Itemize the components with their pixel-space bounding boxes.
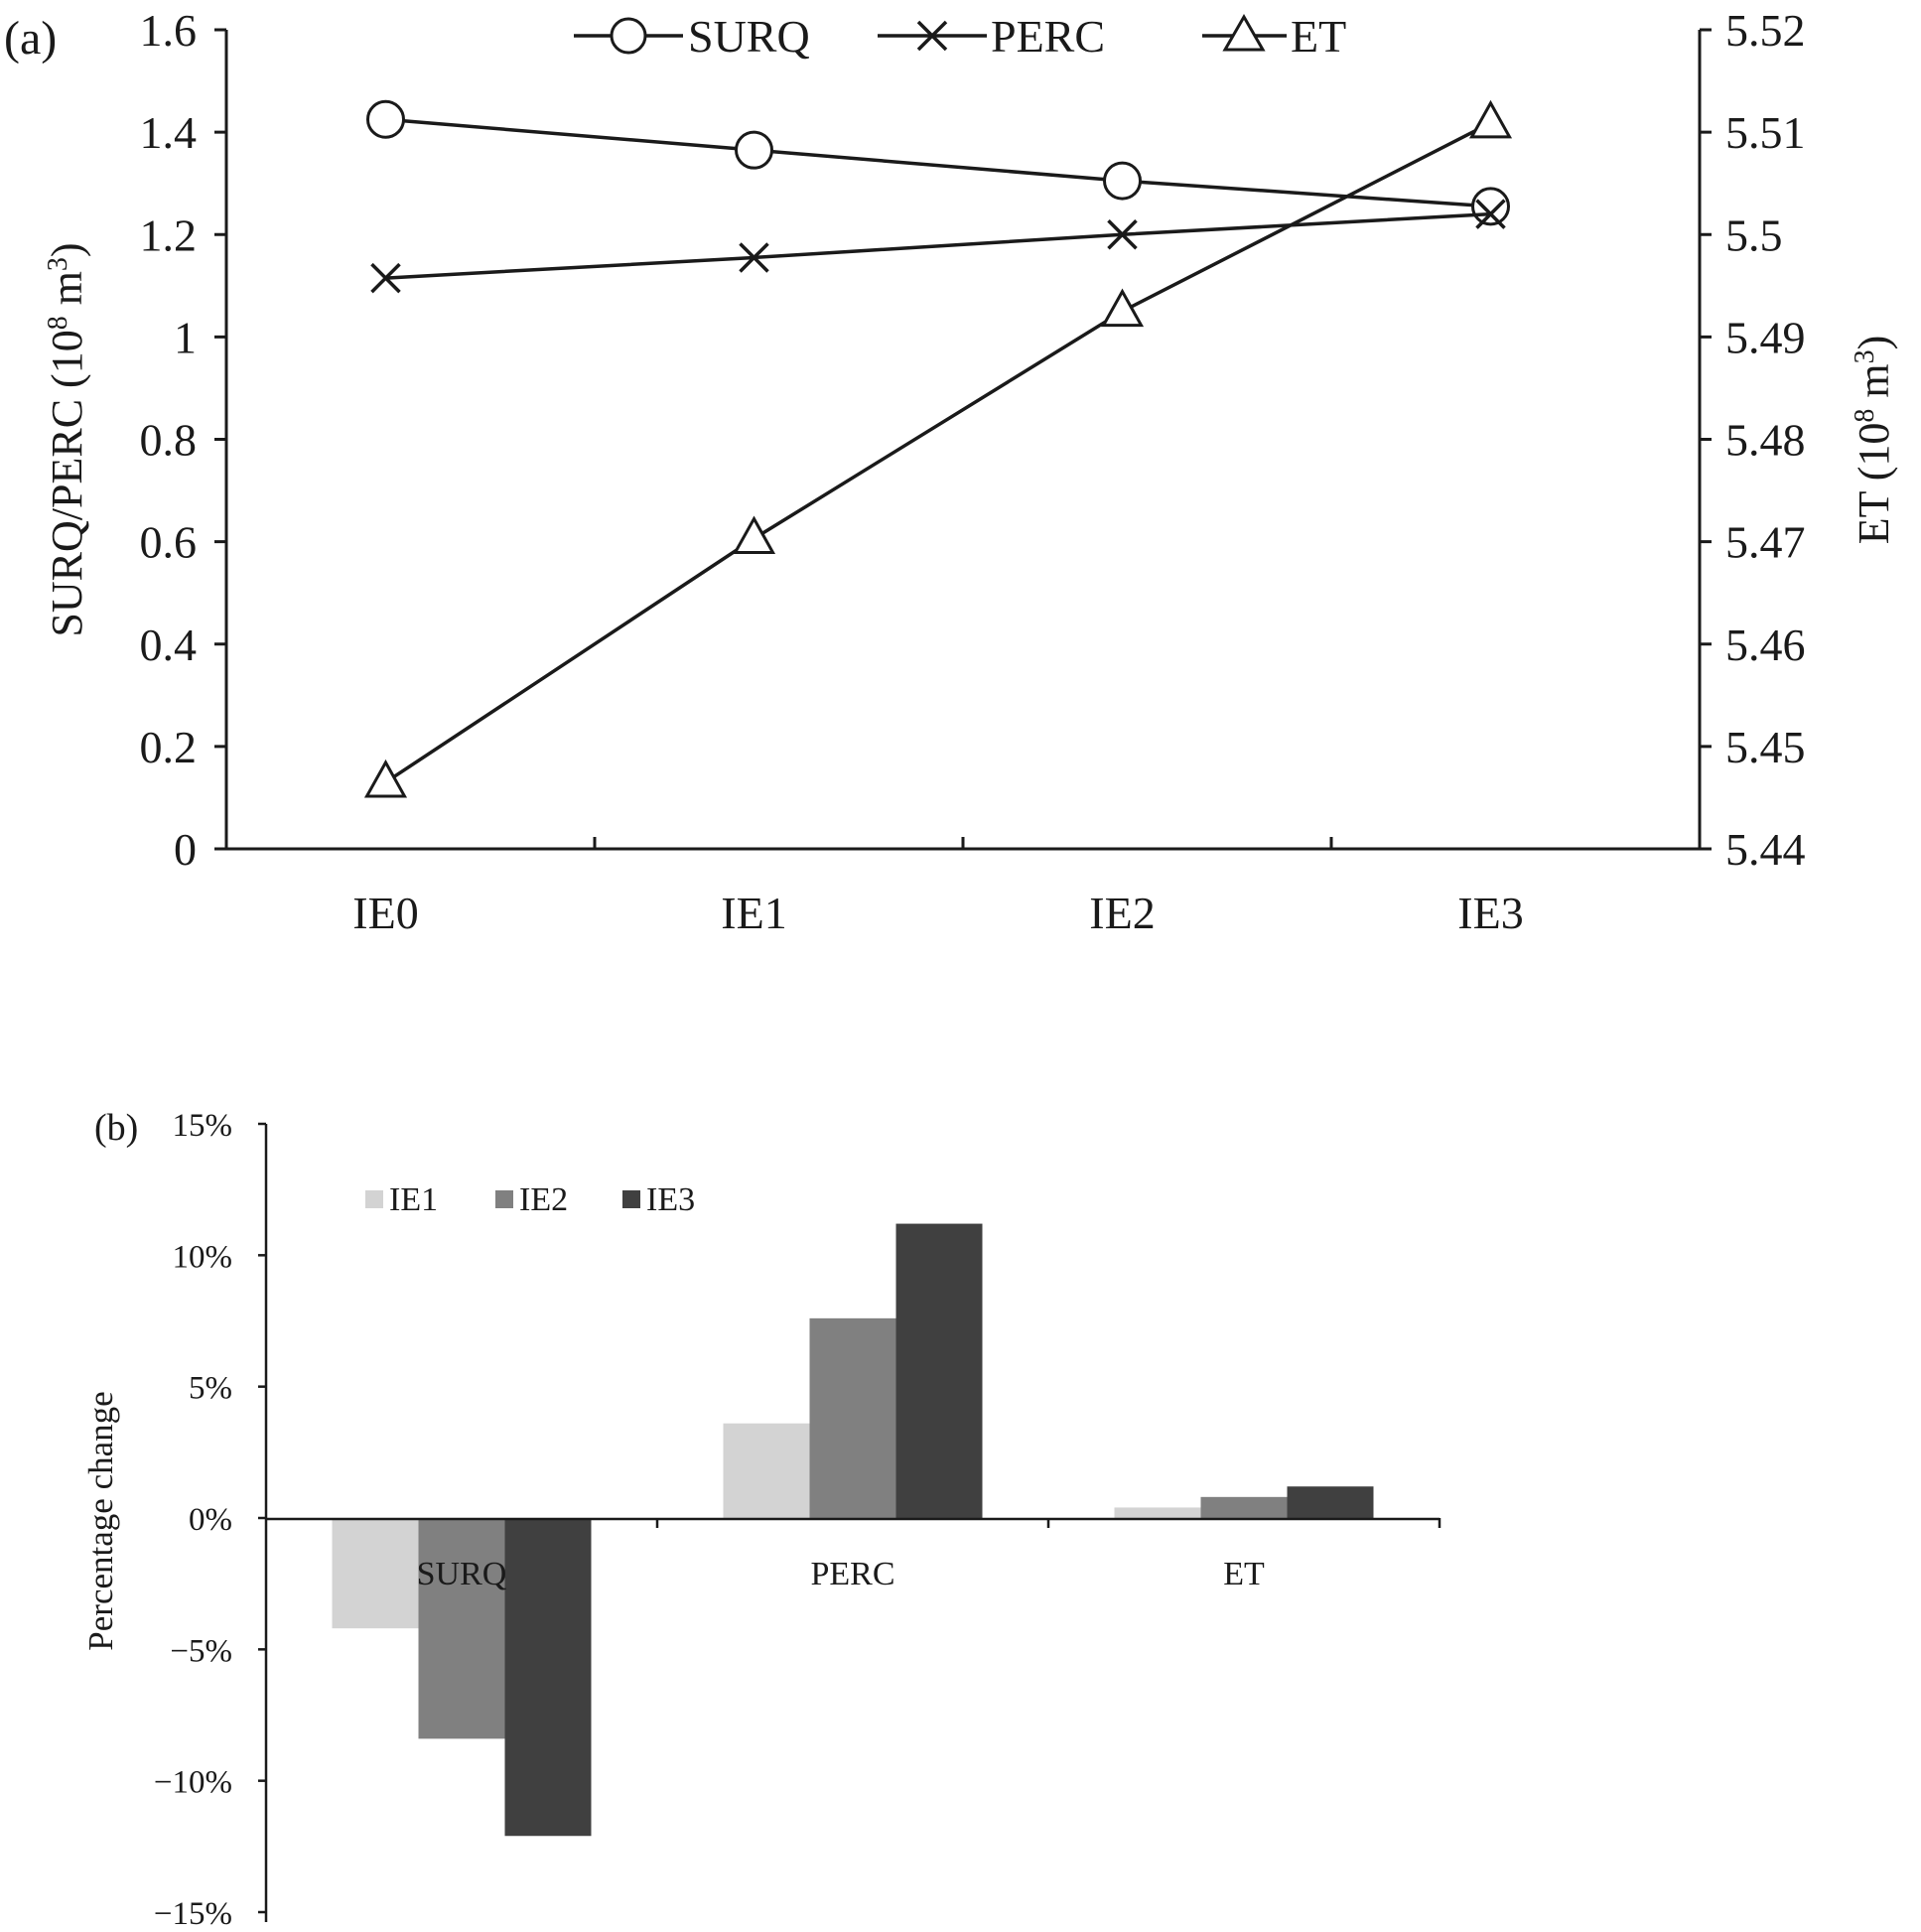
legend-label-perc: PERC: [991, 11, 1105, 62]
legend-swatch-ie1: [365, 1190, 383, 1208]
legend-circle-marker: [610, 17, 647, 55]
panel-b-label: (b): [94, 1107, 138, 1149]
y-axis-ticks: 15% 10% 5% 0% −5% −10% −15%: [154, 1108, 266, 1932]
right-tick-label: 5.52: [1725, 5, 1806, 56]
right-tick-label: 5.46: [1725, 620, 1806, 670]
bar-chart-panel-b: (b) 15% 10% 5% 0% −5% −10% −15% SURQ PERC ET Per…: [81, 1107, 1441, 1932]
bar-series-ie1: [332, 1423, 1201, 1629]
right-tick-label: 5.48: [1725, 415, 1806, 466]
legend-label-ie3: IE3: [646, 1181, 695, 1218]
series-perc: [370, 199, 1506, 294]
line-chart-panel-a: (a) 0 0.2 0.4 0.6 0.8 1 1.2 1.4 1.6 5.44 5.45 5.46…: [4, 5, 1898, 938]
line-legend: SURQ PERC ET: [574, 11, 1346, 62]
legend-triangle-marker: [1222, 13, 1266, 52]
y-axis-title: Percentage change: [81, 1391, 120, 1650]
left-tick-label: 0: [174, 824, 197, 875]
data-point-circle: [366, 99, 405, 139]
category-ticks: [655, 1518, 1441, 1528]
legend-label-ie1: IE1: [389, 1181, 438, 1218]
x-tick-label: IE0: [352, 888, 418, 938]
category-label: SURQ: [417, 1556, 507, 1592]
y-tick-label: 5%: [189, 1371, 232, 1407]
bar-et-ie3: [1287, 1486, 1374, 1518]
data-point-triangle: [363, 759, 408, 798]
legend-item-et: ET: [1202, 11, 1346, 62]
left-tick-label: 0.2: [140, 722, 198, 772]
bar-et-ie2: [1200, 1496, 1288, 1518]
left-tick-label: 0.6: [140, 517, 198, 568]
bar-surq-ie2: [418, 1518, 505, 1739]
data-point-circle: [1103, 161, 1142, 201]
bar-perc-ie3: [895, 1223, 983, 1518]
data-point-x: [739, 242, 769, 273]
legend-swatch-ie3: [622, 1190, 640, 1208]
right-tick-label: 5.51: [1725, 107, 1806, 158]
bar-series-group: [332, 1223, 1374, 1837]
y-tick-label: −10%: [154, 1765, 232, 1801]
series-line-et: [384, 121, 1492, 784]
bar-legend: IE1 IE2 IE3: [365, 1181, 695, 1218]
legend-x-marker: [916, 20, 948, 52]
left-tick-label: 1.2: [140, 209, 198, 260]
left-tick-label: 1.6: [140, 5, 198, 56]
x-tick-label: IE1: [721, 888, 786, 938]
y-tick-label: −15%: [154, 1896, 232, 1932]
series-et: [363, 99, 1513, 798]
left-tick-label: 0.4: [140, 620, 198, 670]
legend-label-surq: SURQ: [688, 11, 810, 62]
series-line-perc: [385, 211, 1491, 280]
legend-label-et: ET: [1291, 11, 1346, 62]
bar-series-ie2: [418, 1317, 1288, 1739]
bar-series-ie3: [504, 1223, 1374, 1837]
y-tick-label: −5%: [170, 1633, 232, 1669]
bar-perc-ie2: [809, 1317, 896, 1518]
right-tick-label: 5.45: [1725, 722, 1806, 772]
x-axis-ticks: IE0 IE1 IE2 IE3: [352, 837, 1524, 938]
category-label: ET: [1223, 1556, 1265, 1592]
data-point-x: [370, 262, 401, 294]
data-point-x: [1475, 199, 1506, 229]
bar-surq-ie1: [332, 1518, 419, 1629]
right-axis-ticks: 5.44 5.45 5.46 5.47 5.48 5.49 5.5 5.51 5.52: [1700, 5, 1806, 875]
bar-perc-ie1: [723, 1423, 810, 1518]
legend-item-perc: PERC: [878, 11, 1105, 62]
y-tick-label: 0%: [189, 1502, 232, 1538]
data-point-circle: [1471, 187, 1510, 226]
legend-swatch-ie2: [495, 1190, 513, 1208]
category-label: PERC: [810, 1556, 894, 1592]
category-labels: SURQ PERC ET: [417, 1556, 1265, 1592]
left-axis-ticks: 0 0.2 0.4 0.6 0.8 1 1.2 1.4 1.6: [140, 5, 226, 875]
panel-a-label: (a): [4, 12, 57, 65]
right-tick-label: 5.49: [1725, 312, 1806, 362]
y-tick-label: 15%: [173, 1108, 233, 1144]
legend-label-ie2: IE2: [519, 1181, 568, 1218]
line-series-group: [363, 99, 1513, 798]
right-tick-label: 5.44: [1725, 824, 1806, 875]
data-point-circle: [735, 130, 773, 170]
x-tick-label: IE3: [1457, 888, 1523, 938]
legend-item-surq: SURQ: [574, 11, 810, 62]
series-surq: [366, 99, 1510, 226]
x-tick-label: IE2: [1089, 888, 1155, 938]
right-axis-title: ET (108 m3): [1850, 336, 1899, 545]
left-tick-label: 1.4: [140, 107, 198, 158]
data-point-triangle: [1468, 99, 1513, 139]
data-point-x: [1107, 219, 1138, 250]
series-line-surq: [385, 117, 1491, 208]
data-point-triangle: [1100, 288, 1145, 328]
left-axis-title: SURQ/PERC (108 m3): [43, 242, 92, 636]
right-tick-label: 5.5: [1725, 209, 1783, 260]
left-tick-label: 0.8: [140, 415, 198, 466]
bar-et-ie1: [1114, 1507, 1201, 1518]
left-tick-label: 1: [174, 312, 197, 362]
right-tick-label: 5.47: [1725, 517, 1806, 568]
y-tick-label: 10%: [173, 1239, 233, 1275]
bar-surq-ie3: [504, 1518, 592, 1837]
data-point-triangle: [732, 515, 776, 555]
